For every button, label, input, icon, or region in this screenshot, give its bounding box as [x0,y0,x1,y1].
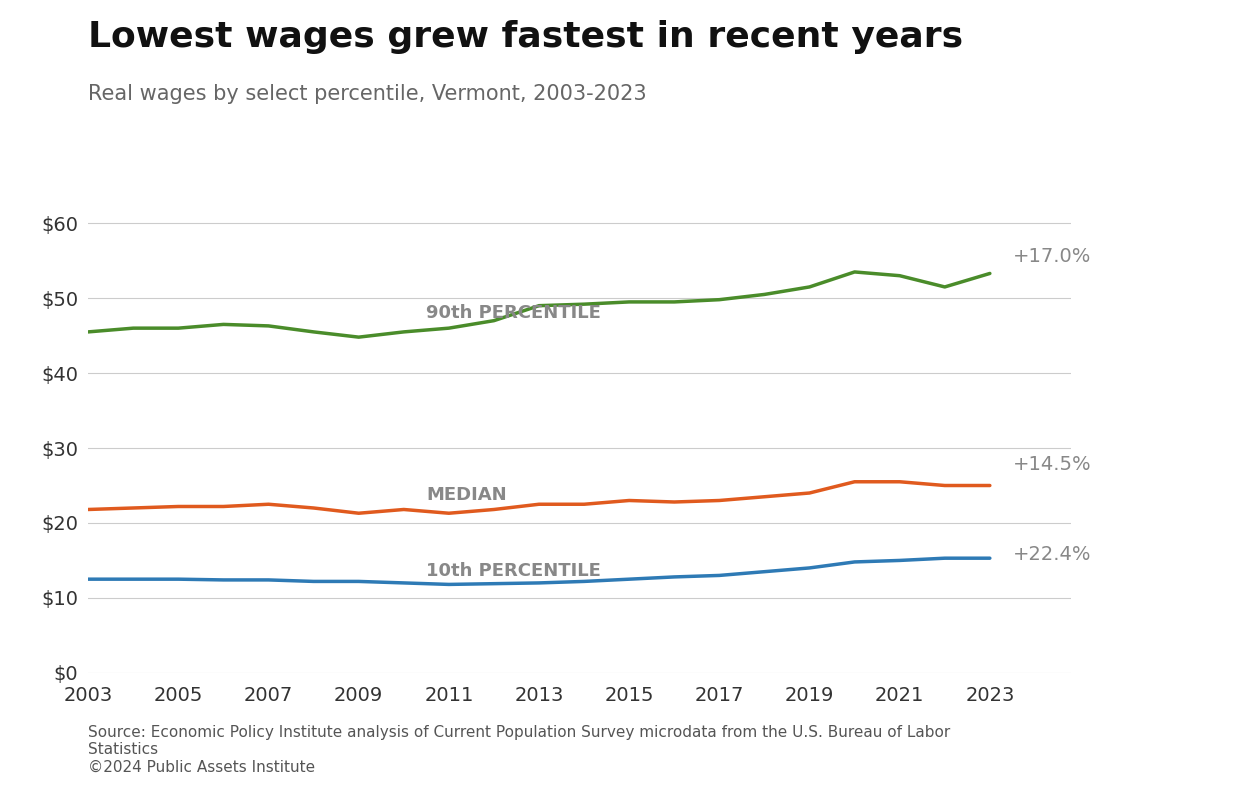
Text: 10th PERCENTILE: 10th PERCENTILE [426,562,601,580]
Text: 90th PERCENTILE: 90th PERCENTILE [426,304,601,322]
Text: +22.4%: +22.4% [1012,545,1091,564]
Text: MEDIAN: MEDIAN [426,485,507,504]
Text: Real wages by select percentile, Vermont, 2003-2023: Real wages by select percentile, Vermont… [88,84,646,104]
Text: +14.5%: +14.5% [1012,455,1091,474]
Text: +17.0%: +17.0% [1012,248,1091,267]
Text: Source: Economic Policy Institute analysis of Current Population Survey microdat: Source: Economic Policy Institute analys… [88,725,950,775]
Text: Lowest wages grew fastest in recent years: Lowest wages grew fastest in recent year… [88,20,964,54]
